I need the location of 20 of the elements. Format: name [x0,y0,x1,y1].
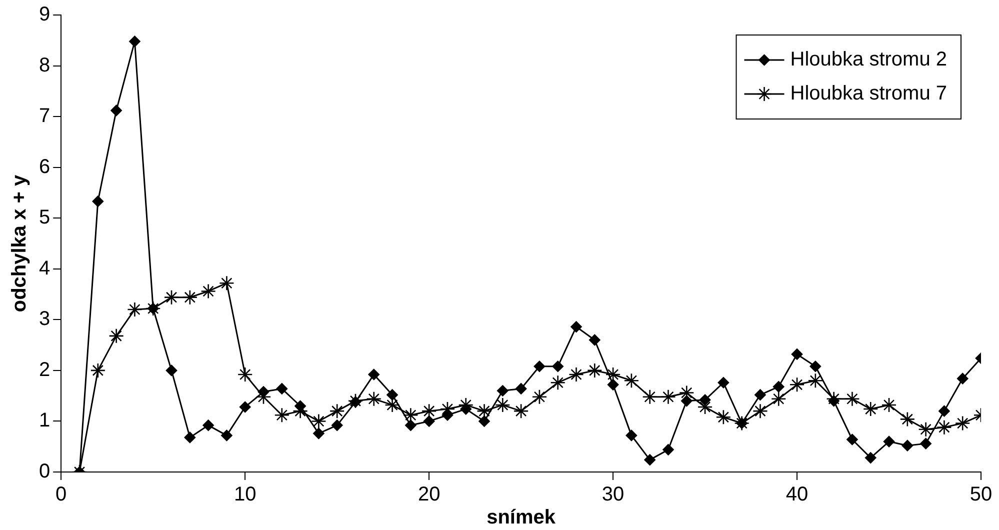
y-tick-label: 5 [39,206,50,229]
y-tick-label: 6 [39,156,50,178]
y-tick-label: 9 [39,4,50,26]
legend-label: Hloubka stromu 7 [790,82,948,105]
x-tick-label: 50 [970,484,992,506]
x-tick-label: 40 [786,484,808,506]
x-tick-label: 30 [602,484,624,506]
y-tick-label: 0 [39,460,50,483]
x-tick-label: 0 [56,484,67,506]
y-tick-label: 8 [39,54,50,76]
y-tick-label: 7 [39,105,50,128]
x-axis-title: snímek [486,506,556,529]
y-tick-label: 3 [39,308,50,330]
y-tick-label: 1 [39,410,50,432]
y-tick-label: 4 [39,257,50,280]
y-tick-label: 2 [39,358,50,381]
legend-label: Hloubka stromu 2 [790,48,948,71]
y-axis-title: odchylka x + y [8,174,31,312]
x-tick-label: 20 [418,484,440,506]
x-tick-label: 10 [234,484,256,506]
